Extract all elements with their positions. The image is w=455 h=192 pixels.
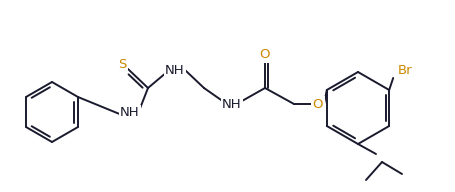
Text: NH: NH — [120, 107, 140, 119]
Text: S: S — [117, 59, 126, 71]
Text: Br: Br — [397, 64, 412, 76]
Text: NH: NH — [222, 98, 241, 111]
Text: O: O — [259, 49, 270, 61]
Text: O: O — [312, 98, 323, 111]
Text: NH: NH — [165, 64, 184, 76]
